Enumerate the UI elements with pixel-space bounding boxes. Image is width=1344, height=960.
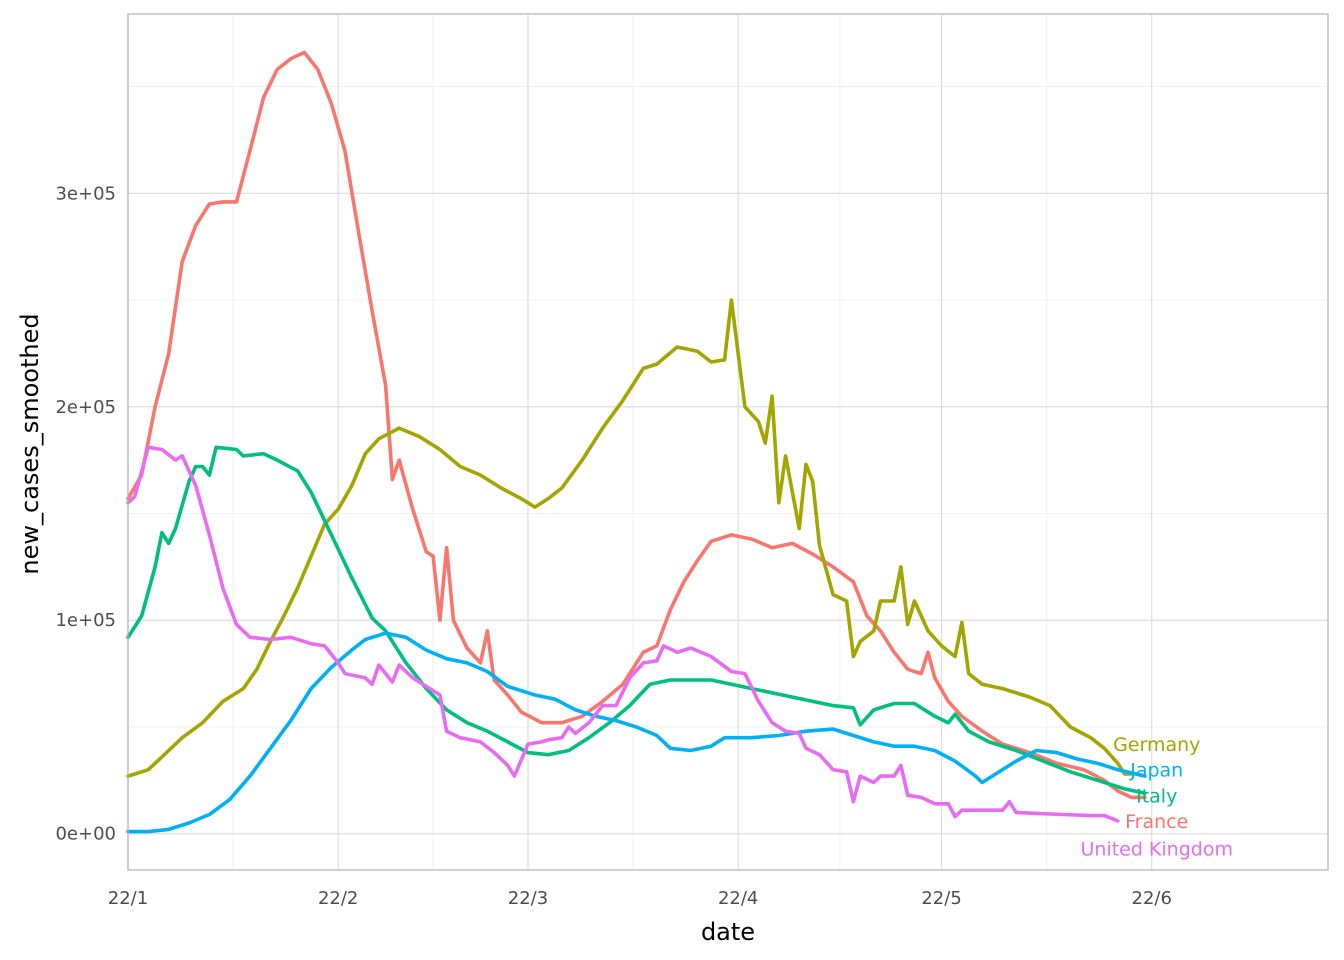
x-tick-label: 22/3 (508, 888, 548, 909)
end-label-italy: Italy (1136, 785, 1177, 807)
x-axis-tick-labels: 22/1 22/2 22/3 22/4 22/5 22/6 (108, 888, 1172, 909)
x-tick-label: 22/4 (718, 888, 758, 909)
minor-gridlines (128, 14, 1328, 870)
major-gridlines (127, 14, 1328, 870)
series-line-france (126, 50, 1147, 800)
end-label-united-kingdom: United Kingdom (1080, 839, 1233, 861)
y-axis-title: new_cases_smoothed (16, 313, 44, 574)
y-tick-label: 1e+05 (55, 610, 116, 631)
y-tick-label: 3e+05 (55, 183, 116, 204)
plot-panel-border (127, 13, 1329, 871)
series-line-italy (126, 445, 1147, 796)
series-lines (126, 50, 1147, 834)
series-end-labels: Germany Japan Italy France United Kingdom (1080, 734, 1233, 861)
x-tick-label: 22/6 (1132, 888, 1172, 909)
y-tick-label: 2e+05 (55, 397, 116, 418)
end-label-japan: Japan (1129, 760, 1183, 782)
x-tick-label: 22/2 (318, 888, 358, 909)
end-label-france: France (1125, 811, 1188, 833)
y-axis-tick-labels: 0e+00 1e+05 2e+05 3e+05 (55, 183, 116, 844)
x-tick-label: 22/5 (921, 888, 961, 909)
series-line-united-kingdom (126, 445, 1120, 823)
x-axis-title: date (701, 918, 755, 946)
x-tick-label: 22/1 (108, 888, 148, 909)
y-tick-label: 0e+00 (55, 824, 116, 845)
end-label-germany: Germany (1113, 734, 1200, 756)
series-line-japan (126, 631, 1147, 834)
